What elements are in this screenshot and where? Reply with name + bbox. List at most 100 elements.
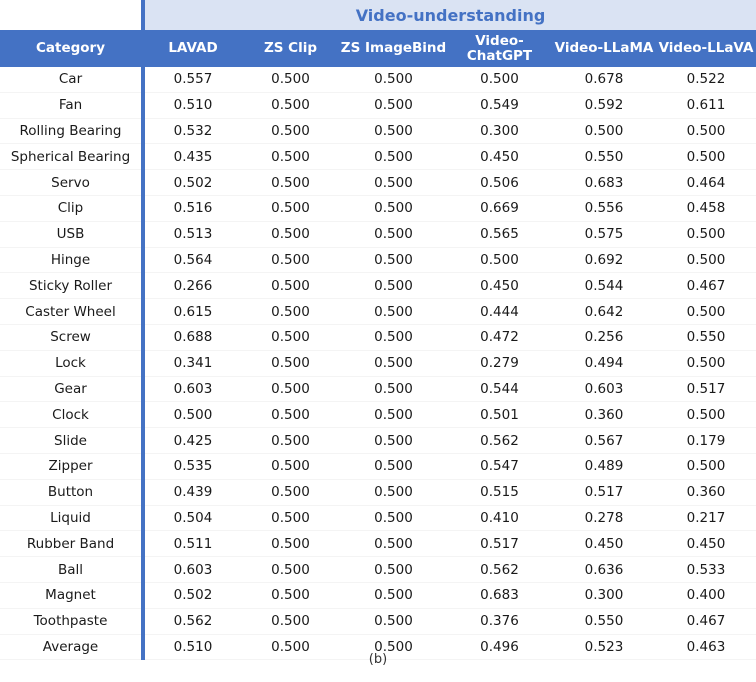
score-cell: 0.300 xyxy=(552,582,656,609)
score-cell: 0.500 xyxy=(552,118,656,145)
score-cell: 0.562 xyxy=(447,556,552,583)
score-cell: 0.425 xyxy=(143,427,241,454)
category-cell: Clock xyxy=(0,401,145,429)
score-cell: 0.496 xyxy=(447,634,552,661)
score-cell: 0.565 xyxy=(447,221,552,248)
score-cell: 0.435 xyxy=(143,143,241,171)
score-cell: 0.400 xyxy=(656,582,756,609)
score-cell: 0.592 xyxy=(552,92,656,119)
score-cell: 0.500 xyxy=(340,556,447,583)
score-cell: 0.550 xyxy=(656,324,756,351)
column-header-model: Video-LLaVA xyxy=(656,30,756,67)
table-row: Car 0.557 0.500 0.500 0.500 0.678 0.522 xyxy=(0,67,756,93)
score-cell: 0.500 xyxy=(340,247,447,274)
score-cell: 0.500 xyxy=(340,92,447,119)
average-row: Average 0.510 0.500 0.500 0.496 0.523 0.463 xyxy=(0,634,756,661)
column-header-text: ZS ImageBind xyxy=(340,40,447,56)
table-body: Car 0.557 0.500 0.500 0.500 0.678 0.522 Fan 0.51… xyxy=(0,67,756,661)
category-cell: Liquid xyxy=(0,505,145,532)
column-header-row: Category LAVAD ZS Clip ZS ImageBind Video- Ch… xyxy=(0,30,756,67)
score-cell: 0.506 xyxy=(447,169,552,196)
score-cell: 0.562 xyxy=(447,427,552,454)
score-cell: 0.279 xyxy=(447,350,552,377)
group-header-blank xyxy=(0,0,145,30)
column-header-text: ChatGPT xyxy=(466,47,533,64)
score-cell: 0.500 xyxy=(656,221,756,248)
score-cell: 0.489 xyxy=(552,453,656,480)
category-cell: Hinge xyxy=(0,247,145,274)
score-cell: 0.500 xyxy=(340,143,447,171)
score-cell: 0.410 xyxy=(447,505,552,532)
table-row: Screw 0.688 0.500 0.500 0.472 0.256 0.550 xyxy=(0,324,756,351)
column-header-category: Category xyxy=(0,30,145,67)
column-header-model: Video-LLaMA xyxy=(552,30,656,67)
score-cell: 0.500 xyxy=(340,67,447,93)
score-cell: 0.500 xyxy=(340,169,447,196)
table-row: Hinge 0.564 0.500 0.500 0.500 0.692 0.500 xyxy=(0,247,756,274)
score-cell: 0.450 xyxy=(447,143,552,171)
score-cell: 0.636 xyxy=(552,556,656,583)
score-cell: 0.500 xyxy=(656,118,756,145)
score-cell: 0.547 xyxy=(447,453,552,480)
score-cell: 0.500 xyxy=(241,505,340,532)
table-row: Button 0.439 0.500 0.500 0.515 0.517 0.360 xyxy=(0,479,756,506)
score-cell: 0.510 xyxy=(143,634,241,661)
score-cell: 0.500 xyxy=(447,247,552,274)
score-cell: 0.550 xyxy=(552,608,656,635)
score-cell: 0.500 xyxy=(340,376,447,403)
score-cell: 0.500 xyxy=(656,401,756,429)
score-cell: 0.535 xyxy=(143,453,241,480)
score-cell: 0.500 xyxy=(241,427,340,454)
category-cell: Sticky Roller xyxy=(0,272,145,300)
score-cell: 0.360 xyxy=(552,401,656,429)
category-cell: Magnet xyxy=(0,582,145,609)
category-cell: Average xyxy=(0,634,145,661)
score-cell: 0.500 xyxy=(340,272,447,300)
group-header-title: Video-understanding xyxy=(143,0,756,30)
score-cell: 0.683 xyxy=(447,582,552,609)
score-cell: 0.500 xyxy=(340,453,447,480)
score-cell: 0.504 xyxy=(143,505,241,532)
score-cell: 0.500 xyxy=(241,324,340,351)
table-row: Clock 0.500 0.500 0.500 0.501 0.360 0.500 xyxy=(0,401,756,429)
score-cell: 0.500 xyxy=(340,221,447,248)
category-cell: Lock xyxy=(0,350,145,377)
score-cell: 0.300 xyxy=(447,118,552,145)
score-cell: 0.517 xyxy=(656,376,756,403)
score-cell: 0.517 xyxy=(552,479,656,506)
column-header-model: ZS ImageBind xyxy=(340,30,447,67)
category-cell: Fan xyxy=(0,92,145,119)
score-cell: 0.494 xyxy=(552,350,656,377)
score-cell: 0.500 xyxy=(340,298,447,325)
table-row: Lock 0.341 0.500 0.500 0.279 0.494 0.500 xyxy=(0,350,756,377)
score-cell: 0.692 xyxy=(552,247,656,274)
score-cell: 0.557 xyxy=(143,67,241,93)
score-cell: 0.564 xyxy=(143,247,241,274)
score-cell: 0.669 xyxy=(447,195,552,222)
score-cell: 0.256 xyxy=(552,324,656,351)
table-row: Slide 0.425 0.500 0.500 0.562 0.567 0.179 xyxy=(0,427,756,454)
score-cell: 0.500 xyxy=(447,67,552,93)
score-cell: 0.549 xyxy=(447,92,552,119)
figure-caption: (b) xyxy=(368,652,388,667)
category-cell: Ball xyxy=(0,556,145,583)
score-cell: 0.500 xyxy=(241,272,340,300)
score-cell: 0.500 xyxy=(241,67,340,93)
score-cell: 0.179 xyxy=(656,427,756,454)
score-cell: 0.688 xyxy=(143,324,241,351)
score-cell: 0.500 xyxy=(241,530,340,558)
score-cell: 0.603 xyxy=(552,376,656,403)
score-cell: 0.500 xyxy=(656,453,756,480)
score-cell: 0.463 xyxy=(656,634,756,661)
category-cell: Car xyxy=(0,67,145,93)
score-cell: 0.678 xyxy=(552,67,656,93)
column-header-text: ZS Clip xyxy=(263,40,318,56)
score-cell: 0.550 xyxy=(552,143,656,171)
score-cell: 0.500 xyxy=(143,401,241,429)
score-cell: 0.500 xyxy=(656,298,756,325)
score-cell: 0.500 xyxy=(340,505,447,532)
column-header-text: Video- xyxy=(475,32,524,49)
score-cell: 0.500 xyxy=(340,324,447,351)
score-cell: 0.266 xyxy=(143,272,241,300)
score-cell: 0.500 xyxy=(241,143,340,171)
